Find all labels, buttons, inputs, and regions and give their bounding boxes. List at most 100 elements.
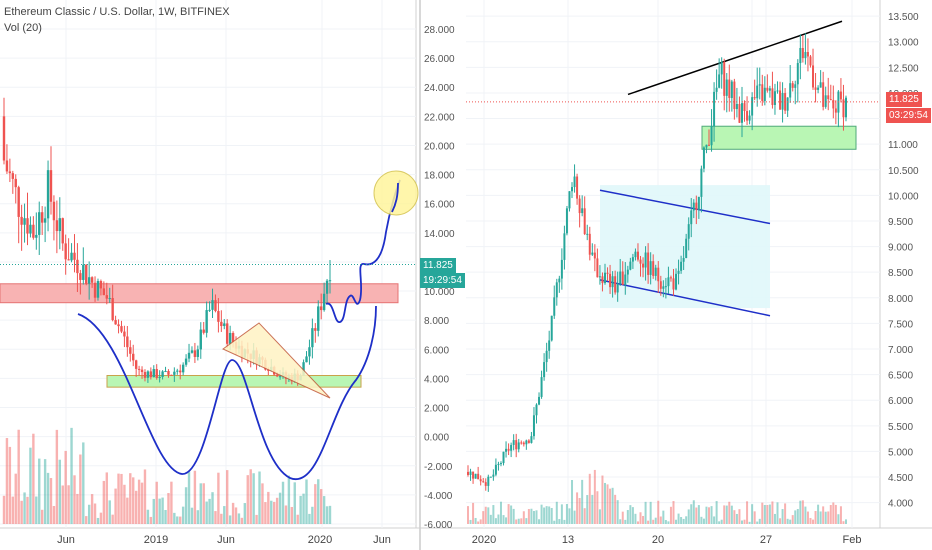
volume-bar — [489, 514, 492, 524]
candle-body — [624, 274, 627, 285]
volume-bar — [773, 513, 776, 524]
candle-body — [70, 252, 73, 261]
volume-bar — [690, 504, 693, 524]
volume-bar — [553, 520, 556, 524]
candle-body — [771, 88, 774, 105]
volume-bar — [568, 508, 571, 524]
left-y-tick-label: 24.000 — [424, 83, 455, 94]
volume-bar — [181, 506, 185, 524]
volume-bar — [264, 502, 267, 524]
candle-body — [560, 259, 563, 279]
candle-body — [76, 259, 79, 274]
volume-bar — [284, 505, 288, 524]
volume-bar — [228, 515, 232, 524]
volume-bar — [837, 514, 840, 524]
candle-body — [789, 83, 792, 98]
volume-bar — [606, 484, 609, 524]
candle-body — [120, 326, 123, 332]
candle-body — [746, 111, 749, 121]
candle-body — [710, 126, 713, 146]
candle-body — [176, 370, 179, 372]
left-countdown-tag: 19:29:54 — [420, 273, 465, 288]
volume-bar — [278, 492, 282, 524]
candle-body — [308, 347, 311, 357]
candle-body — [598, 276, 601, 278]
volume-bar — [35, 496, 38, 524]
volume-bar — [636, 521, 639, 524]
candle-body — [834, 108, 837, 113]
candle-body — [29, 224, 32, 234]
volume-bar — [211, 492, 214, 524]
candle-body — [723, 61, 726, 96]
volume-bar — [682, 518, 685, 524]
candle-body — [482, 481, 485, 483]
volume-bar — [733, 510, 736, 524]
candle-body — [763, 87, 766, 101]
candle-body — [652, 261, 655, 276]
candle-body — [202, 329, 205, 333]
candle-body — [67, 259, 70, 261]
candle-body — [799, 48, 802, 64]
volume-bar — [629, 505, 632, 524]
candle-body — [134, 360, 138, 369]
candle-body — [170, 374, 173, 376]
candle-body — [190, 350, 194, 353]
volume-bar — [735, 513, 738, 524]
candle-body — [220, 321, 223, 327]
volume-bar — [540, 504, 543, 524]
candle-body — [226, 323, 229, 344]
right-support-zone — [701, 125, 857, 150]
volume-bar — [510, 505, 513, 524]
volume-bar — [477, 521, 480, 524]
candle-body — [484, 482, 487, 486]
volume-bar — [571, 480, 574, 524]
volume-bar — [581, 479, 584, 524]
volume-bar — [76, 493, 79, 524]
candle-body — [132, 353, 135, 361]
volume-bar — [193, 470, 197, 524]
right-y-tick-label: 4.500 — [888, 473, 913, 484]
candle-body — [629, 261, 632, 270]
left-y-tick-label: 16.000 — [424, 200, 455, 211]
volume-bar — [644, 501, 647, 524]
volume-bar — [616, 500, 619, 524]
candle-body — [126, 336, 129, 348]
volume-bar — [705, 506, 708, 524]
volume-bar — [202, 483, 205, 524]
volume-bar — [753, 511, 756, 524]
candle-body — [743, 103, 746, 112]
candle-body — [565, 208, 568, 234]
candle-body — [578, 198, 581, 214]
volume-bar — [173, 512, 176, 524]
volume-bar — [619, 519, 622, 524]
candle-body — [573, 176, 576, 188]
volume-bar — [700, 516, 703, 524]
candle-body — [662, 286, 665, 289]
candle-body — [111, 298, 114, 321]
volume-bar — [647, 520, 650, 524]
volume-bar — [155, 481, 158, 524]
volume-bar — [258, 471, 261, 524]
volume-bar — [687, 509, 690, 524]
candle-body — [581, 208, 584, 214]
candle-body — [642, 263, 645, 268]
volume-bar — [82, 442, 85, 524]
candle-body — [538, 396, 541, 405]
volume-bar — [61, 485, 64, 524]
candle-body — [214, 300, 217, 312]
volume-bar — [199, 483, 202, 524]
volume-bar — [786, 518, 789, 524]
volume-bar — [240, 517, 244, 524]
candle-body — [842, 99, 845, 118]
candle-body — [328, 280, 332, 282]
candle-body — [479, 479, 482, 482]
volume-bar — [680, 517, 683, 524]
candle-body — [193, 350, 197, 357]
volume-bar — [302, 493, 305, 524]
left-y-tick-label: 8.000 — [424, 316, 449, 327]
candle-body — [505, 448, 508, 452]
candle-body — [105, 295, 108, 299]
candle-body — [179, 370, 182, 373]
volume-bar — [530, 508, 533, 524]
